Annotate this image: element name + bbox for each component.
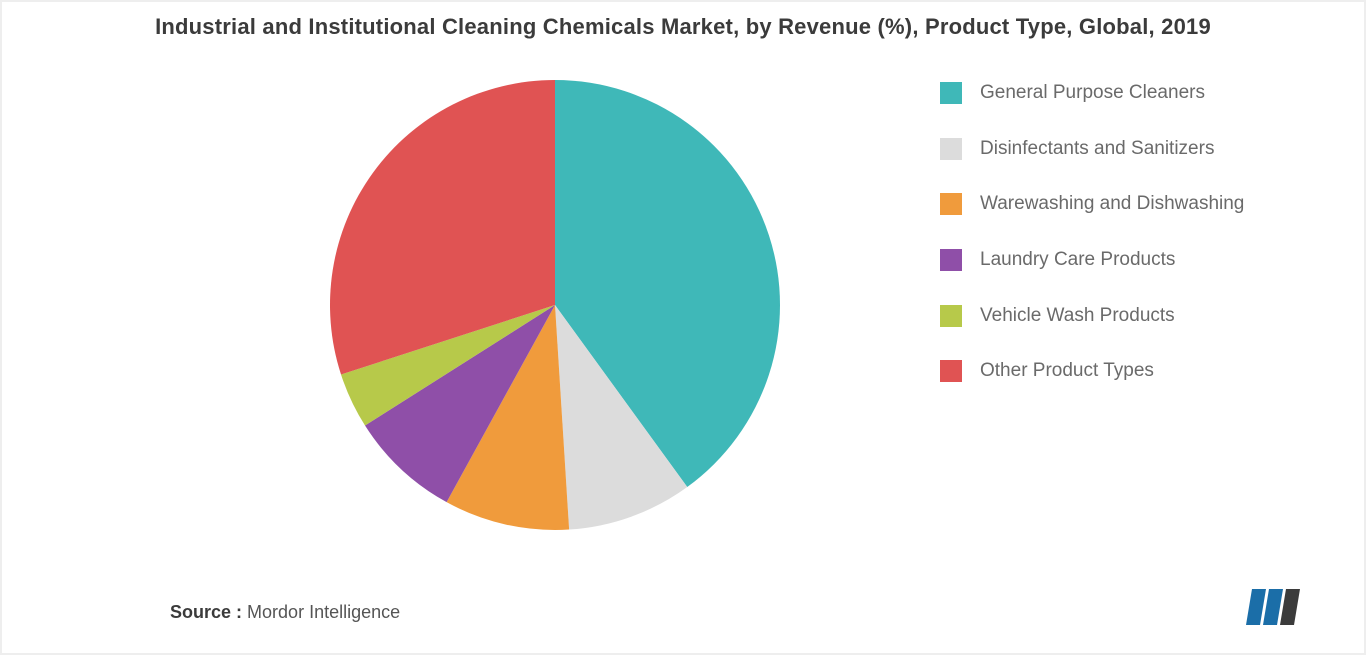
logo-bar	[1246, 589, 1266, 625]
legend-swatch	[940, 138, 962, 160]
legend: General Purpose Cleaners Disinfectants an…	[940, 80, 1320, 384]
legend-swatch	[940, 249, 962, 271]
legend-item: Warewashing and Dishwashing	[940, 191, 1320, 217]
legend-label: Laundry Care Products	[980, 247, 1175, 273]
legend-swatch	[940, 82, 962, 104]
legend-item: Disinfectants and Sanitizers	[940, 136, 1320, 162]
logo-bar	[1280, 589, 1300, 625]
legend-item: General Purpose Cleaners	[940, 80, 1320, 106]
pie-chart	[320, 70, 790, 540]
brand-logo	[1246, 587, 1306, 627]
legend-label: Warewashing and Dishwashing	[980, 191, 1244, 217]
legend-label: Other Product Types	[980, 358, 1154, 384]
legend-swatch	[940, 305, 962, 327]
chart-area: General Purpose Cleaners Disinfectants an…	[0, 60, 1366, 580]
legend-swatch	[940, 360, 962, 382]
legend-item: Vehicle Wash Products	[940, 303, 1320, 329]
source-label: Source :	[170, 602, 242, 622]
legend-item: Laundry Care Products	[940, 247, 1320, 273]
chart-title: Industrial and Institutional Cleaning Ch…	[0, 14, 1366, 40]
logo-bar	[1263, 589, 1283, 625]
source-value: Mordor Intelligence	[247, 602, 400, 622]
legend-label: General Purpose Cleaners	[980, 80, 1205, 106]
legend-label: Disinfectants and Sanitizers	[980, 136, 1214, 162]
legend-swatch	[940, 193, 962, 215]
legend-item: Other Product Types	[940, 358, 1320, 384]
legend-label: Vehicle Wash Products	[980, 303, 1175, 329]
source-attribution: Source : Mordor Intelligence	[170, 602, 400, 623]
